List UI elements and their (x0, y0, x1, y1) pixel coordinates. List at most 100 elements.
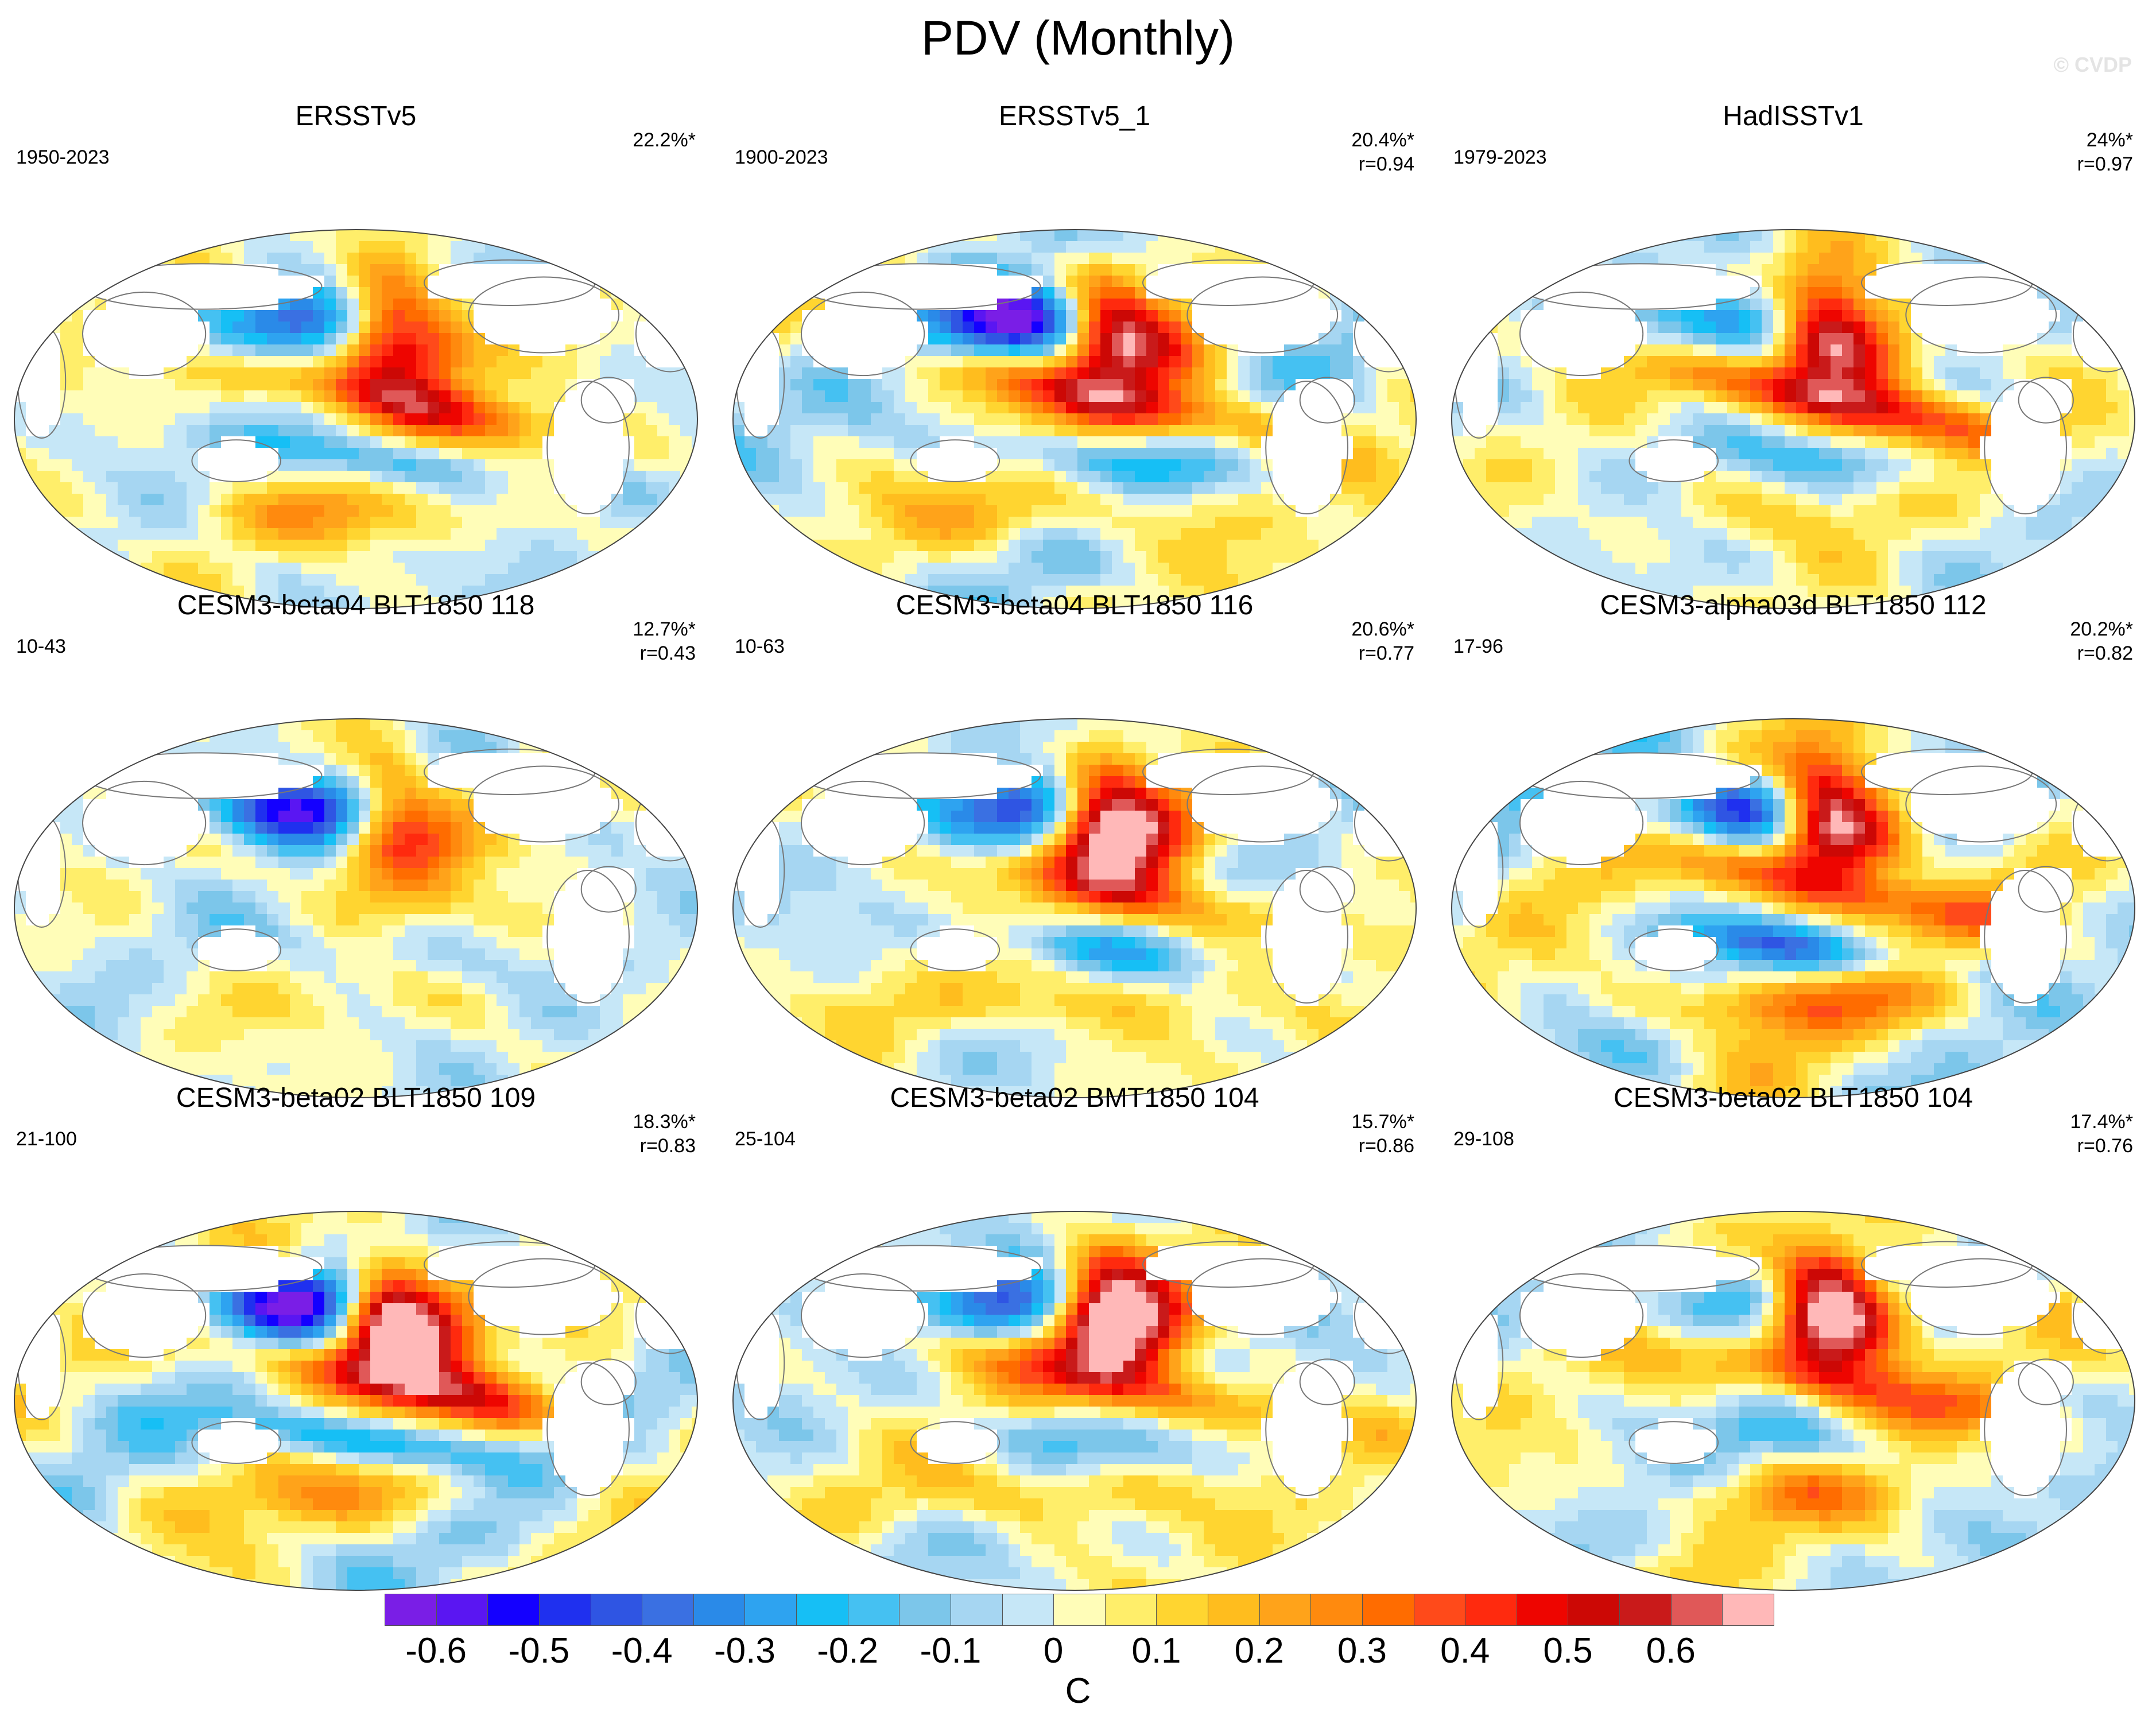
sst-cell (1934, 253, 1946, 265)
sst-cell (894, 367, 906, 379)
sst-cell (1991, 287, 2003, 299)
sst-cell (118, 436, 130, 448)
sst-cell (1808, 436, 1820, 448)
sst-cell (141, 482, 153, 494)
sst-cell (1319, 276, 1331, 288)
sst-cell (1463, 448, 1475, 460)
sst-cell (1980, 299, 1992, 311)
sst-cell (1727, 344, 1739, 357)
sst-cell (940, 471, 952, 483)
sst-cell (141, 264, 153, 276)
sst-cell (1486, 459, 1498, 471)
sst-cell (1555, 402, 1567, 414)
sst-cell (2129, 402, 2135, 414)
sst-cell (347, 505, 359, 517)
sst-cell (554, 448, 566, 460)
sst-cell (2037, 344, 2049, 357)
sst-cell (1123, 367, 1135, 379)
sst-cell (1020, 367, 1032, 379)
sst-cell (1387, 379, 1399, 391)
sst-cell (1727, 253, 1739, 265)
sst-cell (623, 310, 635, 322)
sst-cell (1589, 574, 1602, 586)
sst-cell (313, 517, 325, 529)
sst-cell (1808, 344, 1820, 357)
sst-cell (60, 413, 72, 425)
sst-cell (1250, 448, 1262, 460)
sst-cell (1635, 264, 1647, 276)
sst-cell (1043, 402, 1055, 414)
sst-cell (1296, 264, 1308, 276)
sst-cell (1376, 494, 1388, 506)
sst-cell (439, 310, 451, 322)
sst-cell (1785, 413, 1797, 425)
sst-cell (825, 505, 837, 517)
sst-cell (1785, 379, 1797, 391)
sst-cell (508, 471, 520, 483)
sst-cell (836, 436, 848, 448)
sst-cell (588, 517, 600, 529)
sst-cell (1532, 471, 1544, 483)
sst-cell (1135, 471, 1147, 483)
sst-cell (1773, 310, 1785, 322)
sst-cell (1169, 586, 1181, 598)
sst-cell (1112, 333, 1124, 345)
sst-cell (680, 402, 692, 414)
sst-cell (1192, 241, 1204, 253)
panel-title: ERSSTv5 (295, 101, 417, 131)
sst-cell (2026, 471, 2038, 483)
sst-cell (1566, 482, 1579, 494)
sst-cell (542, 448, 554, 460)
sst-cell (744, 367, 757, 379)
sst-cell (462, 471, 474, 483)
sst-cell (244, 379, 256, 391)
sst-cell (588, 540, 600, 552)
sst-cell (1054, 333, 1067, 345)
sst-cell (519, 494, 532, 506)
sst-cell (917, 574, 929, 586)
sst-cell (255, 230, 267, 242)
sst-cell (1865, 459, 1877, 471)
sst-cell (986, 310, 998, 322)
sst-cell (1865, 413, 1877, 425)
sst-cell (2026, 482, 2038, 494)
sst-cell (1922, 425, 1934, 437)
sst-cell (221, 436, 233, 448)
sst-cell (634, 379, 646, 391)
sst-cell (871, 459, 883, 471)
sst-cell (152, 344, 164, 357)
sst-cell (1043, 333, 1055, 345)
sst-cell (267, 425, 279, 437)
sst-cell (451, 459, 463, 471)
sst-cell (1693, 413, 1705, 425)
sst-cell (416, 551, 428, 563)
sst-cell (370, 719, 382, 731)
sst-cell (1192, 310, 1204, 322)
sst-cell (72, 425, 84, 437)
sst-cell (1319, 448, 1331, 460)
sst-cell (882, 264, 894, 276)
sst-cell (600, 379, 612, 391)
sst-cell (1739, 344, 1751, 357)
sst-cell (49, 402, 61, 414)
sst-cell (1922, 505, 1934, 517)
sst-cell (1819, 482, 1831, 494)
sst-cell (1808, 367, 1820, 379)
sst-cell (187, 528, 199, 540)
sst-cell (382, 402, 394, 414)
sst-cell (1227, 551, 1239, 563)
sst-cell (680, 471, 692, 483)
sst-cell (1250, 276, 1262, 288)
sst-cell (1364, 413, 1376, 425)
sst-cell (324, 505, 336, 517)
sst-cell (1509, 448, 1521, 460)
sst-cell (175, 505, 187, 517)
sst-cell (963, 367, 975, 379)
sst-cell (428, 448, 440, 460)
panel-pattern-correlation: r=0.97 (2077, 153, 2133, 175)
sst-cell (1032, 563, 1044, 575)
sst-cell (1555, 471, 1567, 483)
sst-cell (1899, 448, 1911, 460)
sst-cell (336, 540, 348, 552)
sst-cell (1135, 241, 1147, 253)
